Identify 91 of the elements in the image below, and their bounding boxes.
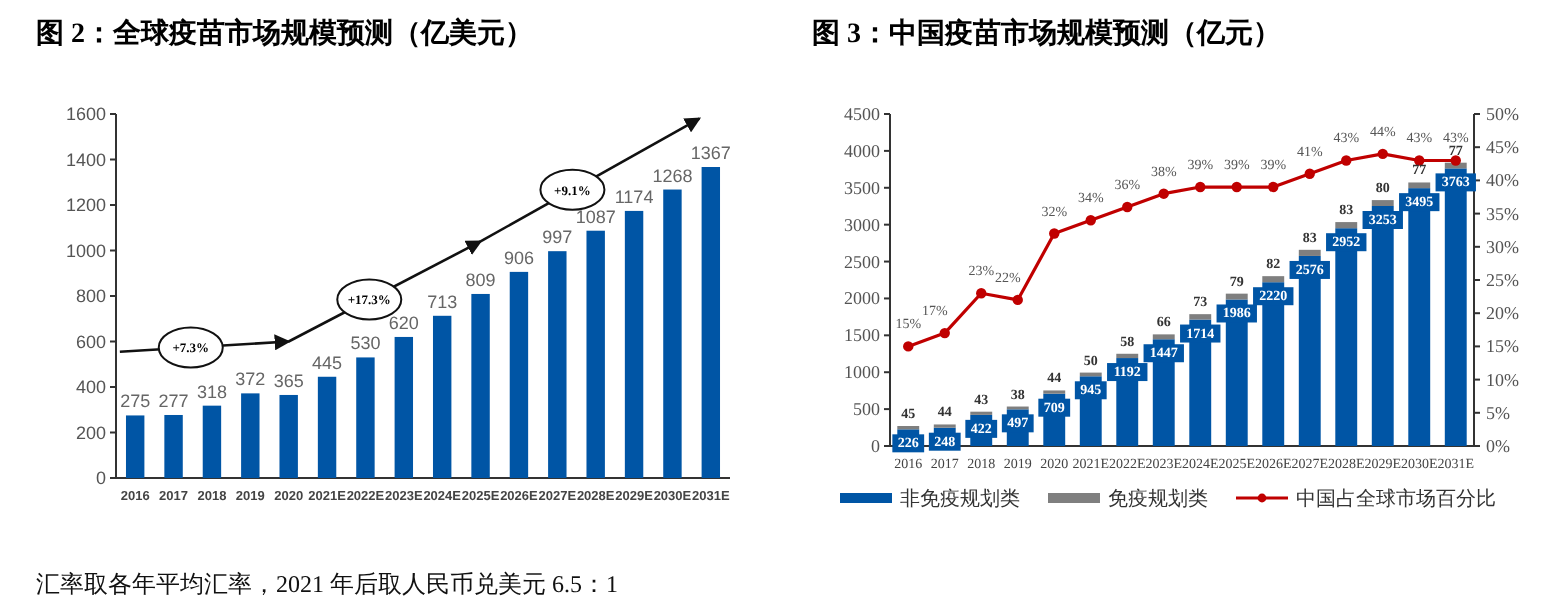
bar — [471, 293, 490, 478]
data-label: 1087 — [575, 206, 616, 227]
data-label: 372 — [235, 369, 266, 390]
data-label: 275 — [120, 391, 151, 412]
bar — [1408, 182, 1431, 189]
y-tick-label: 1500 — [844, 325, 881, 346]
data-label: 906 — [503, 247, 534, 268]
bar — [509, 271, 529, 478]
legend-label: 中国占全球市场百分比 — [1296, 487, 1496, 511]
bar — [317, 376, 337, 478]
bar — [701, 167, 721, 478]
y2-tick-label: 40% — [1486, 170, 1520, 191]
bar — [202, 405, 222, 478]
point — [1450, 155, 1461, 166]
point — [903, 341, 914, 352]
legend-label: 非免疫规划类 — [900, 487, 1020, 511]
bar — [432, 315, 452, 478]
point — [1122, 201, 1133, 213]
data-label: 620 — [388, 312, 419, 333]
bar — [1371, 200, 1394, 206]
y-tick-label: 4500 — [844, 104, 881, 124]
y-tick-label: 2500 — [844, 251, 881, 272]
y-tick-label: 3000 — [844, 214, 881, 235]
y-tick-label: 1000 — [65, 240, 106, 261]
point — [1195, 181, 1206, 193]
y-tick-label: 2000 — [844, 288, 881, 309]
bar — [125, 415, 145, 478]
bar — [1116, 353, 1139, 359]
point — [1268, 181, 1279, 193]
bar — [1298, 249, 1321, 256]
bar — [663, 189, 682, 478]
y-tick-label: 1400 — [65, 149, 106, 170]
point — [1304, 168, 1315, 179]
point — [1049, 228, 1060, 239]
bar — [394, 336, 414, 478]
bar — [624, 210, 644, 478]
data-label: 277 — [158, 390, 189, 411]
bar — [1335, 222, 1358, 229]
y2-tick-label: 0% — [1486, 436, 1511, 456]
text: 汇率取各年平均汇率，2021 年后取人民币兑美元 6.5：1 — [36, 570, 618, 598]
y2-tick-label: 5% — [1486, 402, 1511, 423]
y2-tick-label: 15% — [1486, 336, 1520, 357]
data-label: 445 — [312, 352, 343, 373]
y2-tick-label: 20% — [1486, 303, 1520, 324]
data-label: 1367 — [690, 143, 731, 164]
y2-tick-label: 30% — [1486, 236, 1520, 257]
point — [1085, 215, 1096, 226]
data-label: 997 — [542, 227, 573, 248]
data-label: 809 — [465, 269, 496, 290]
y2-tick-label: 10% — [1486, 369, 1520, 390]
bar — [548, 251, 567, 478]
y-tick-label: 0 — [95, 468, 106, 488]
bar — [164, 414, 183, 478]
y2-tick-label: 25% — [1486, 270, 1520, 290]
bar — [279, 394, 298, 478]
bar — [586, 230, 605, 478]
y-tick-label: 1200 — [65, 195, 106, 215]
bar — [356, 357, 375, 478]
point — [1012, 294, 1023, 306]
y-tick-label: 4000 — [844, 140, 881, 161]
point — [1231, 181, 1242, 193]
legend-label: 免疫规划类 — [1108, 487, 1208, 511]
data-label: 318 — [196, 381, 227, 402]
y-tick-label: 1600 — [65, 104, 106, 124]
y2-tick-label: 50% — [1486, 104, 1520, 124]
data-label: 1174 — [614, 186, 654, 207]
point — [976, 288, 987, 299]
y-tick-label: 0 — [871, 436, 881, 456]
y-tick-label: 1000 — [844, 362, 881, 383]
y-tick-label: 800 — [75, 286, 106, 306]
y-tick-label: 200 — [75, 422, 106, 443]
y-tick-label: 500 — [853, 399, 881, 420]
data-label: 530 — [350, 333, 381, 354]
point — [1377, 148, 1388, 160]
chart-title: 图 2：全球疫苗市场规模预测（亿美元） — [36, 16, 533, 50]
data-label: 1268 — [652, 165, 693, 186]
y-tick-label: 600 — [75, 331, 106, 352]
data-label: 713 — [427, 291, 458, 312]
bar — [1262, 276, 1285, 283]
y2-tick-label: 45% — [1486, 137, 1520, 158]
bar — [1152, 334, 1175, 340]
chart-title: 图 3：中国疫苗市场规模预测（亿元） — [812, 16, 1281, 50]
point — [1341, 155, 1352, 166]
data-label: 365 — [273, 370, 304, 391]
point — [939, 327, 950, 339]
bar — [1189, 314, 1212, 320]
y-tick-label: 400 — [75, 377, 106, 397]
y-tick-label: 3500 — [844, 177, 881, 198]
point — [1158, 188, 1169, 199]
bar — [241, 393, 260, 478]
y2-tick-label: 35% — [1486, 203, 1520, 224]
